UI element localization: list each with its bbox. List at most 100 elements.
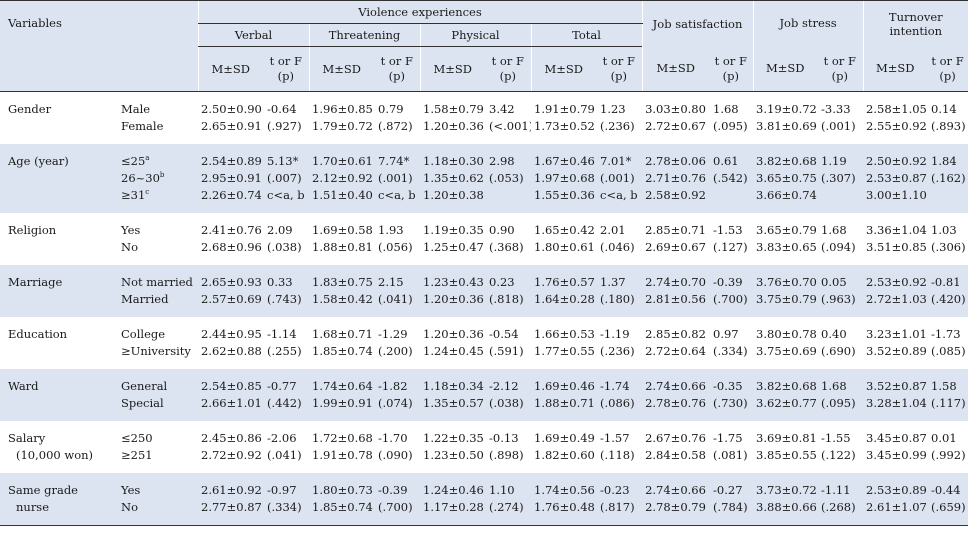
header-t-or-f: t or F (p) — [709, 46, 754, 92]
cell-t-or-f: 1.93 (.056) — [374, 213, 420, 265]
header-turnover-intention: Turnover intention — [862, 0, 968, 47]
row-variable: Ward — [0, 369, 111, 421]
cell-msd: 2.41±0.76 2.68±0.96 — [198, 213, 263, 265]
category-text: Yes — [121, 483, 141, 497]
cell-msd: 2.53±0.92 2.72±1.03 — [863, 265, 928, 317]
cell-msd: 3.65±0.79 3.83±0.65 — [753, 213, 817, 265]
header-t-or-f: t or F (p) — [374, 46, 421, 92]
cell-t-or-f: -0.35 (.730) — [709, 369, 754, 421]
cell-msd: 1.69±0.58 1.88±0.81 — [309, 213, 374, 265]
variable-label: Same grade — [8, 483, 78, 497]
cell-t-or-f: -1.82 (.074) — [374, 369, 421, 421]
header-threatening: Threatening — [308, 23, 421, 47]
header-job-stress: Job stress — [752, 0, 864, 47]
cell-value: (.700) — [378, 500, 413, 514]
cell-value: 1.93 — [378, 223, 404, 237]
variable-label: Religion — [8, 223, 57, 237]
variable-label: Marriage — [8, 275, 63, 289]
row-variable: Age (year) — [0, 144, 111, 213]
cell-value: 3.00±1.10 — [866, 188, 927, 202]
cell-msd: 2.78±0.06 2.71±0.76 2.58±0.92 — [642, 144, 710, 213]
header-msd: M±SD — [641, 46, 710, 92]
cell-value: (.090) — [378, 448, 413, 462]
cell-t-or-f: 0.14 (.893) — [927, 92, 968, 145]
cell-value: (.074) — [378, 396, 413, 410]
cell-value: 2.54±0.85 — [201, 379, 262, 393]
cell-t-or-f: -1.11 (.268) — [817, 473, 864, 526]
cell-msd: 3.82±0.68 3.62±0.77 — [753, 369, 818, 421]
cell-value: -0.64 — [267, 102, 297, 116]
cell-msd: 2.50±0.92 2.53±0.87 3.00±1.10 — [863, 144, 928, 213]
cell-value: 1.24±0.46 — [423, 483, 484, 497]
cell-t-or-f: -1.55 (.122) — [817, 421, 863, 473]
cell-t-or-f: -0.39 (.700) — [709, 265, 754, 317]
cell-value: 3.51±0.85 — [866, 240, 927, 254]
cell-t-or-f: -0.27 (.784) — [709, 473, 754, 526]
cell-t-or-f: -0.97 (.334) — [263, 473, 310, 526]
header-msd: M±SD — [530, 46, 597, 92]
header-msd: M±SD — [419, 46, 486, 92]
cell-value: (.963) — [821, 292, 856, 306]
cell-msd: 3.80±0.78 3.75±0.69 — [753, 317, 817, 369]
row-variable: Marriage — [0, 265, 111, 317]
cell-t-or-f: -1.53 (.127) — [709, 213, 753, 265]
cell-value: (.818) — [489, 292, 524, 306]
category-label: ≥31c — [121, 187, 195, 204]
category-label: No — [121, 499, 195, 516]
cell-value: 2.65±0.91 — [201, 119, 262, 133]
cell-value: 1.51±0.40 — [312, 188, 373, 202]
cell-msd: 1.74±0.64 1.99±0.91 — [309, 369, 375, 421]
cell-value: (.236) — [600, 344, 635, 358]
category-label: Married — [121, 291, 195, 308]
cell-value: 1.37 — [600, 275, 626, 289]
header-total: Total — [530, 23, 643, 47]
cell-value: (.542) — [713, 171, 748, 185]
cell-value: 1.76±0.57 — [534, 275, 595, 289]
cell-value: 2.53±0.89 — [866, 483, 927, 497]
category-text: Male — [121, 102, 151, 116]
category-label: ≤25a — [121, 153, 195, 170]
table-body: Gender Male Female 2.50±0.90 2.65±0.91 -0.64 (… — [0, 92, 968, 526]
cell-value: 2.72±0.64 — [645, 344, 706, 358]
cell-t-or-f: -2.12 (.038) — [485, 369, 532, 421]
cell-value: 1.76±0.48 — [534, 500, 595, 514]
cell-value: (.255) — [267, 344, 302, 358]
cell-msd: 2.74±0.66 2.78±0.76 — [642, 369, 710, 421]
cell-value: 2.77±0.87 — [201, 500, 262, 514]
cell-msd: 1.67±0.46 1.97±0.68 1.55±0.36 — [531, 144, 597, 213]
cell-value: (.334) — [713, 344, 748, 358]
cell-value: 1.83±0.75 — [312, 275, 373, 289]
cell-msd: 2.44±0.95 2.62±0.88 — [198, 317, 263, 369]
header-msd: M±SD — [862, 46, 928, 92]
cell-value: (.872) — [378, 119, 413, 133]
cell-value: 2.78±0.06 — [645, 154, 706, 168]
cell-value: (.046) — [600, 240, 635, 254]
cell-value: 0.97 — [713, 327, 739, 341]
cell-value: 3.82±0.68 — [756, 379, 817, 393]
category-label: Female — [121, 118, 195, 135]
category-text: ≤250 — [121, 431, 153, 445]
cell-msd: 1.80±0.73 1.85±0.74 — [309, 473, 375, 526]
header-violence-experiences: Violence experiences — [197, 0, 643, 24]
category-label: Male — [121, 101, 195, 118]
cell-t-or-f: -3.33 (.001) — [817, 92, 863, 145]
cell-t-or-f: -0.54 (.591) — [485, 317, 531, 369]
cell-value: 2.72±1.03 — [866, 292, 927, 306]
cell-value: 2.01 — [600, 223, 626, 237]
cell-t-or-f: 0.40 (.690) — [817, 317, 863, 369]
cell-value: 3.66±0.74 — [756, 188, 817, 202]
cell-msd: 1.23±0.43 1.20±0.36 — [420, 265, 486, 317]
cell-t-or-f: -0.39 (.700) — [374, 473, 421, 526]
cell-value: 2.74±0.70 — [645, 275, 706, 289]
cell-value: 5.13* — [267, 154, 299, 168]
cell-value: (.334) — [267, 500, 302, 514]
cell-value: 1.88±0.71 — [534, 396, 595, 410]
table-row: Age (year) ≤25a 26~30b ≥31c 2.54±0.89 2.95±0.… — [0, 144, 968, 213]
cell-value: 1.22±0.35 — [423, 431, 484, 445]
variable-label: Gender — [8, 102, 52, 116]
cell-t-or-f: 1.84 (.162) — [927, 144, 968, 213]
cell-value: 3.75±0.69 — [756, 344, 817, 358]
table-row: Same grade nurse Yes No 2.61±0.92 2.77±0.87 -0… — [0, 473, 968, 526]
cell-msd: 2.67±0.76 2.84±0.58 — [642, 421, 709, 473]
